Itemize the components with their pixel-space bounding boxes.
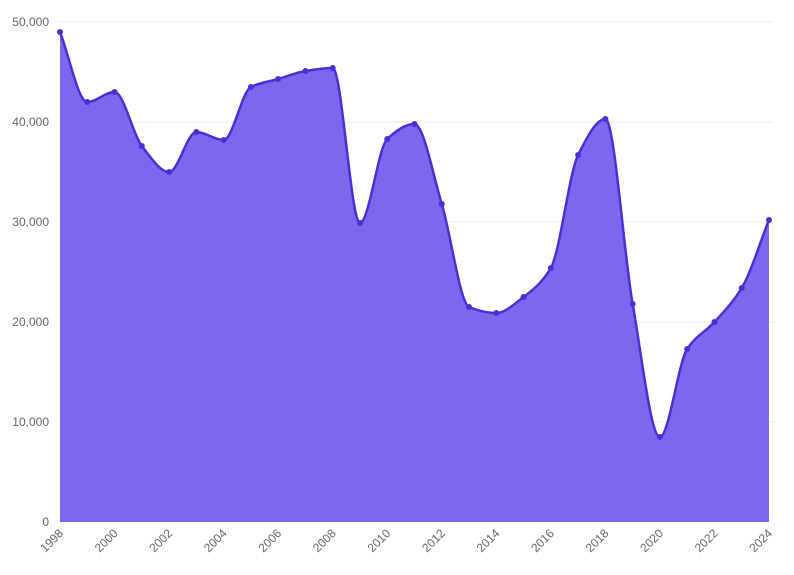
data-point-2001 — [138, 143, 145, 149]
data-point-2019 — [629, 301, 636, 307]
data-point-2006 — [275, 76, 282, 82]
data-point-2010 — [384, 136, 391, 142]
data-point-2017 — [575, 152, 582, 158]
data-point-2013 — [466, 304, 473, 310]
data-point-2005 — [247, 84, 254, 90]
data-point-2024 — [766, 217, 772, 223]
data-point-2015 — [520, 294, 527, 300]
x-tick-label: 2024 — [746, 526, 775, 555]
x-tick-label: 2010 — [365, 526, 394, 555]
x-tick-label: 2016 — [528, 526, 557, 555]
data-point-2003 — [193, 129, 200, 135]
data-point-2002 — [166, 169, 173, 175]
data-point-2020 — [656, 434, 663, 440]
y-tick-label: 40,000 — [12, 115, 49, 129]
data-point-2004 — [220, 137, 227, 143]
data-point-2009 — [356, 220, 363, 226]
area-fill — [60, 32, 769, 522]
x-axis-tick-labels: 1998 2000 2002 2004 2006 2008 2010 2012 2014 2016… — [37, 526, 775, 555]
data-point-2000 — [111, 89, 118, 95]
data-point-2012 — [438, 201, 445, 207]
data-point-2023 — [738, 285, 745, 291]
data-point-2014 — [493, 310, 500, 316]
data-point-1998 — [57, 29, 63, 35]
data-point-1999 — [84, 99, 91, 105]
data-point-2018 — [602, 116, 609, 122]
data-points — [57, 29, 772, 440]
x-tick-label: 2012 — [419, 526, 448, 555]
data-point-2008 — [329, 65, 336, 71]
x-tick-label: 2022 — [692, 526, 721, 555]
data-point-2021 — [684, 346, 691, 352]
y-tick-label: 50,000 — [12, 15, 49, 29]
series-line — [58, 31, 771, 439]
x-tick-label: 2014 — [474, 526, 503, 555]
x-tick-label: 2000 — [92, 526, 121, 555]
data-point-2022 — [711, 319, 718, 325]
x-tick-label: 2020 — [637, 526, 666, 555]
y-tick-label: 30,000 — [12, 215, 49, 229]
x-tick-label: 2002 — [146, 526, 175, 555]
y-tick-label: 0 — [42, 515, 49, 529]
x-tick-label: 1998 — [37, 526, 66, 555]
data-point-2016 — [547, 265, 554, 271]
x-tick-label: 2018 — [583, 526, 612, 555]
x-tick-label: 2004 — [201, 526, 230, 555]
data-point-2007 — [302, 68, 309, 74]
x-tick-label: 2008 — [310, 526, 339, 555]
x-tick-label: 2006 — [255, 526, 284, 555]
y-tick-label: 10,000 — [12, 415, 49, 429]
y-axis-tick-labels: 0 10,000 20,000 30,000 40,000 50,000 — [12, 15, 49, 529]
y-tick-label: 20,000 — [12, 315, 49, 329]
data-point-2011 — [411, 121, 418, 127]
